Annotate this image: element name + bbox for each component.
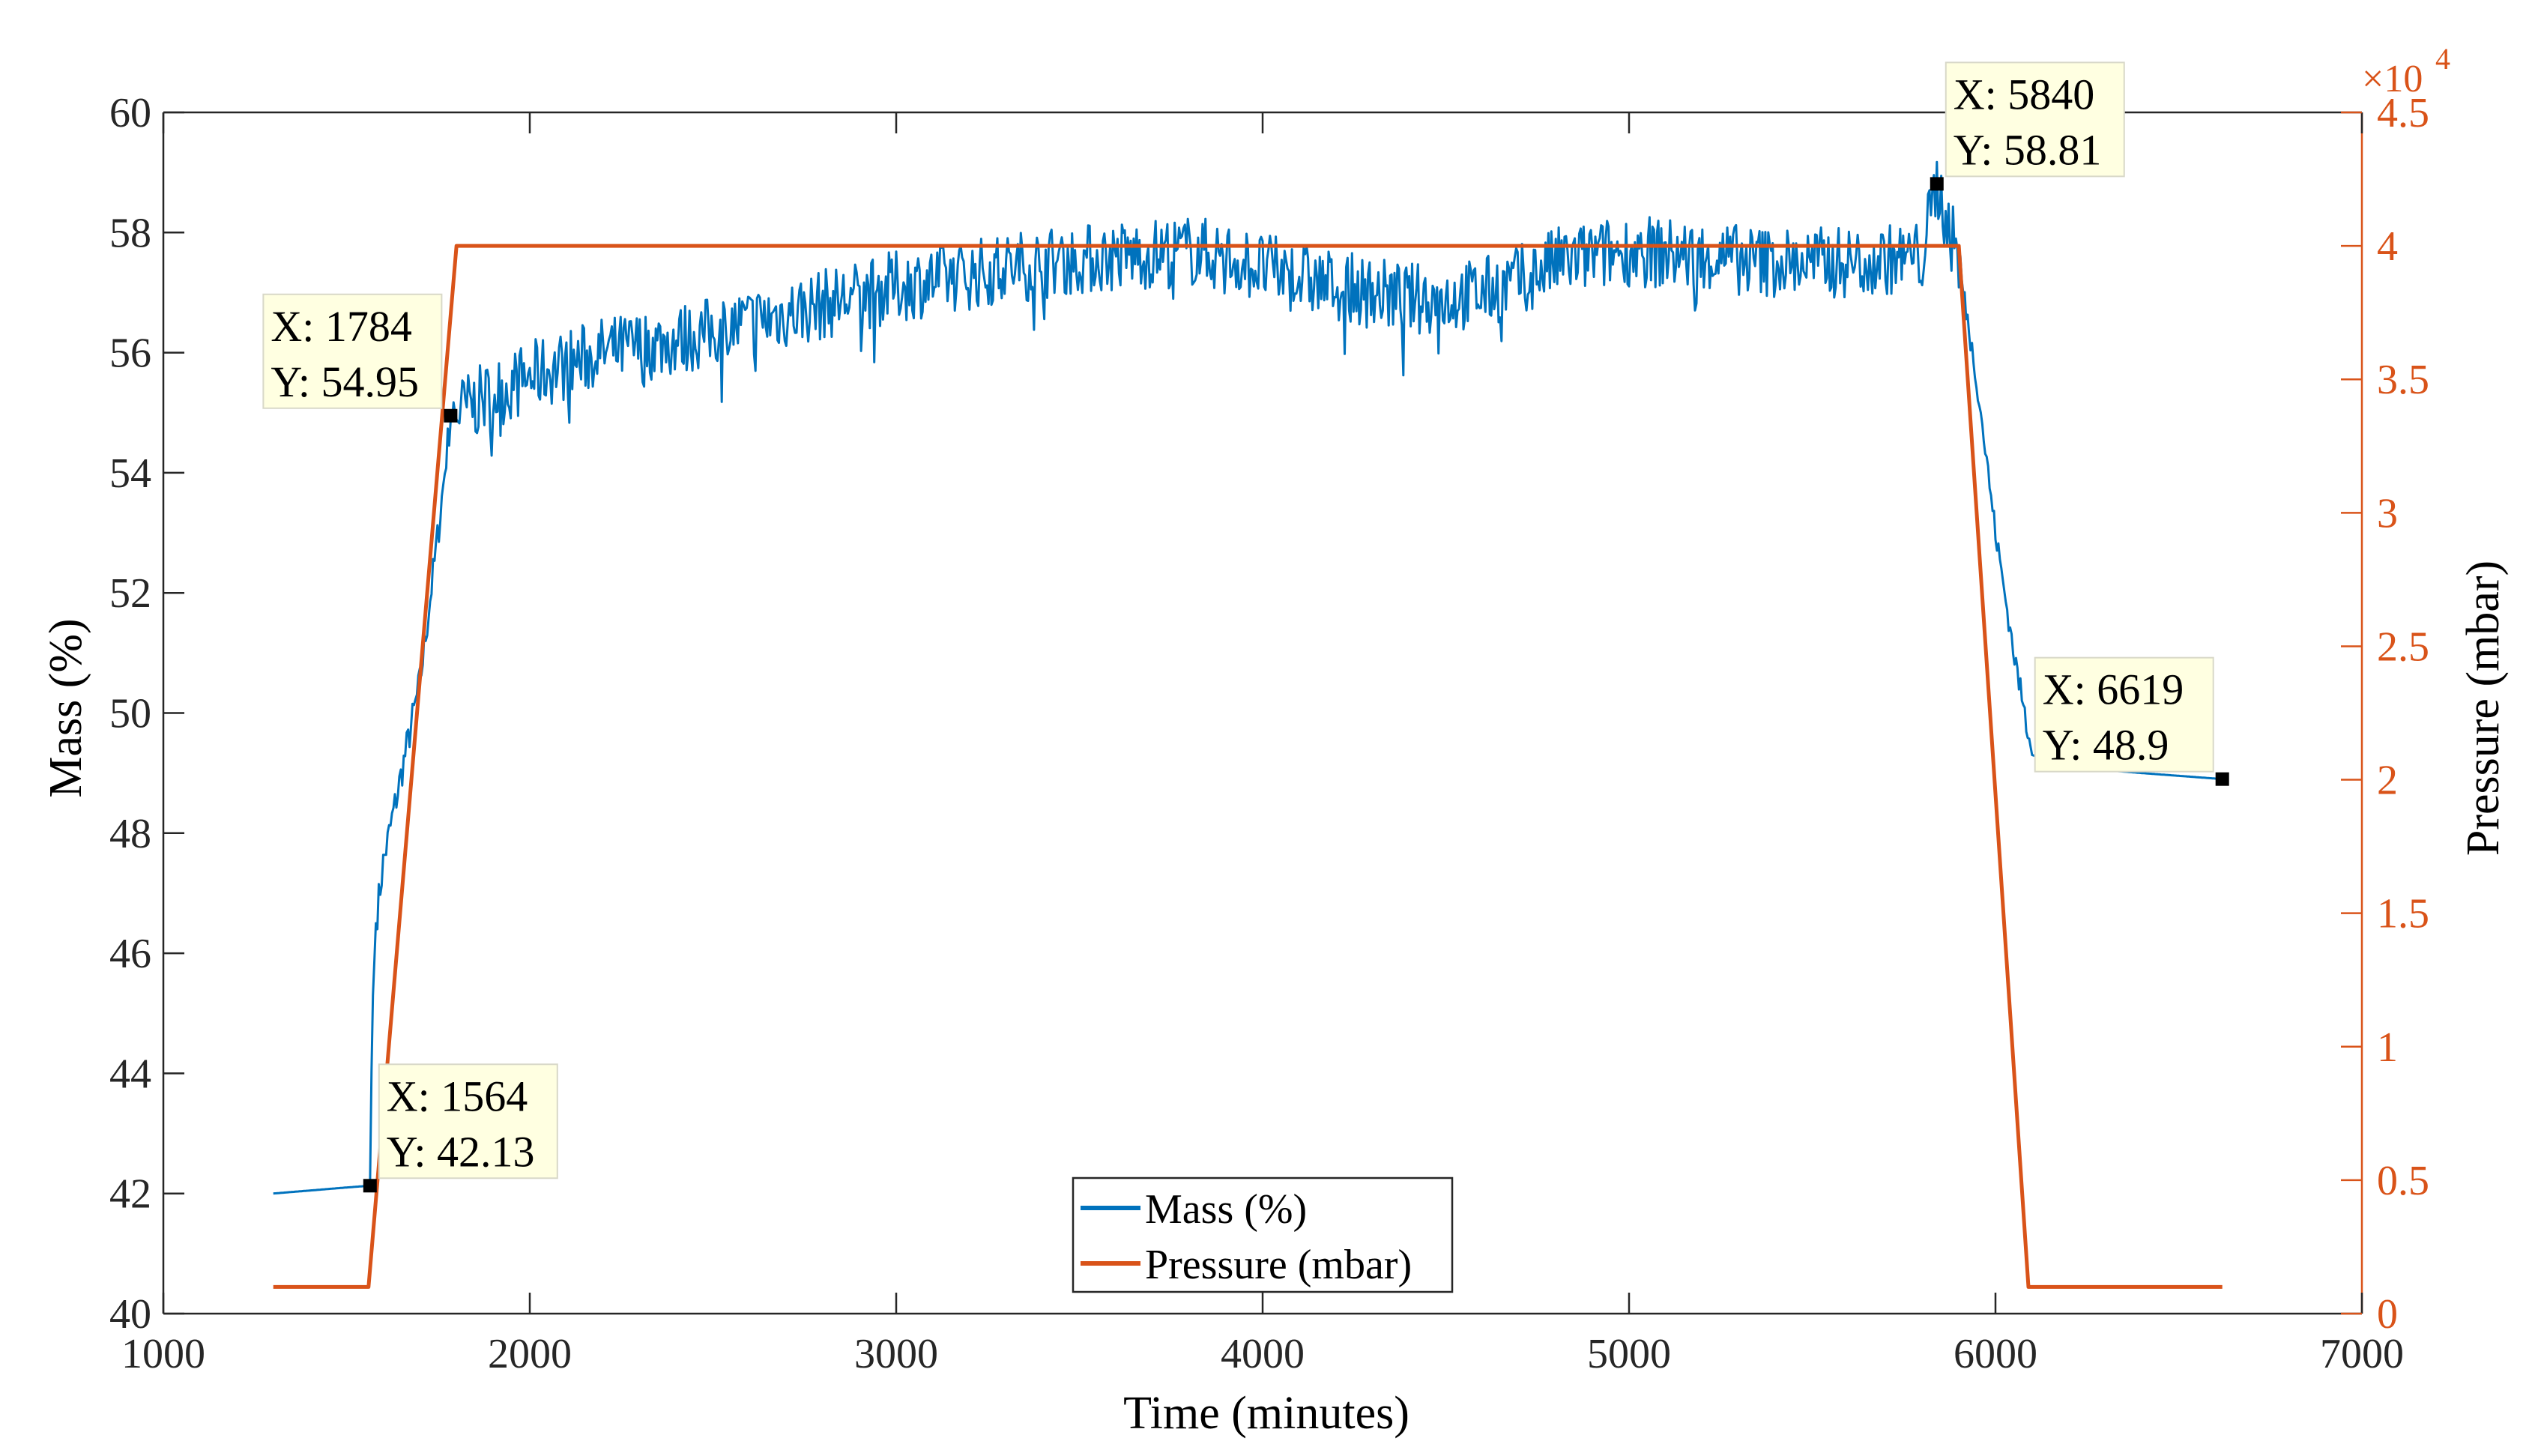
y-right-tick-label: 2 [2377, 758, 2398, 804]
data-tip-marker [363, 1179, 377, 1193]
y-right-tick-label: 0.5 [2377, 1158, 2429, 1204]
data-tip-y-text: Y: 48.9 [2043, 721, 2169, 770]
data-tip-marker [444, 408, 458, 423]
y-left-tick-label: 56 [109, 330, 151, 377]
data-tips-layer: X: 1564 Y: 42.13 X: 1784 Y: 54.95 X: 5840 Y: … [262, 61, 2229, 1193]
data-tip-box [262, 293, 443, 409]
y-left-tick-label: 60 [109, 90, 151, 136]
x-tick-label: 6000 [1954, 1331, 2037, 1377]
y-right-tick-label: 3.5 [2377, 357, 2429, 403]
data-tip-marker [1930, 177, 1944, 191]
y-axis-left-label: Mass (%) [40, 618, 91, 797]
y-left-tick-label: 48 [109, 811, 151, 857]
data-tip-x-text: X: 1784 [271, 302, 411, 351]
y-left-tick-label: 44 [109, 1051, 151, 1097]
right-axis-exponent-base: ×10 [2362, 58, 2423, 100]
data-tip-y-text: Y: 58.81 [1954, 125, 2102, 174]
x-tick-label: 1000 [121, 1331, 205, 1377]
right-axis-exponent-power: 4 [2435, 42, 2450, 76]
y-right-tick-label: 1.5 [2377, 891, 2429, 937]
y-right-tick-label: 3 [2377, 490, 2398, 537]
y-left-tick-label: 58 [109, 210, 151, 256]
data-tip-y-text: Y: 54.95 [271, 357, 419, 406]
y-left-tick-label: 40 [109, 1291, 151, 1338]
y-right-tick-label: 2.5 [2377, 623, 2429, 670]
x-axis-label: Time (minutes) [1123, 1388, 1409, 1439]
axes-layer: 1000 2000 3000 4000 5000 6000 7000404244464850… [109, 90, 2429, 1377]
y-left-tick-label: 52 [109, 570, 151, 617]
x-tick-label: 7000 [2320, 1331, 2404, 1377]
y-right-tick-label: 1 [2377, 1024, 2398, 1071]
y-right-tick-label: 4 [2377, 223, 2398, 270]
y-right-tick-label: 4.5 [2377, 90, 2429, 136]
data-tip-box [2034, 656, 2214, 773]
data-tip-x-text: X: 5840 [1954, 70, 2095, 118]
legend-box [1072, 1176, 1454, 1293]
legend[interactable]: Mass (%) Pressure (mbar) [1072, 1176, 1454, 1293]
y-left-tick-label: 42 [109, 1171, 151, 1218]
x-tick-label: 4000 [1221, 1331, 1305, 1377]
data-tip-marker [2215, 772, 2229, 786]
data-tip-box [1945, 61, 2125, 178]
data-tip-y-text: Y: 42.13 [387, 1127, 535, 1176]
x-tick-label: 5000 [1587, 1331, 1671, 1377]
series-line-mass [273, 160, 2222, 1195]
y-left-tick-label: 54 [109, 450, 151, 497]
y-right-tick-label: 0 [2377, 1291, 2398, 1338]
series-line-pressure [273, 244, 2223, 1289]
y-left-tick-label: 50 [109, 691, 151, 737]
data-tip-x-text: X: 6619 [2043, 665, 2184, 714]
legend-label-pressure: Pressure (mbar) [1145, 1242, 1412, 1288]
x-tick-label: 2000 [488, 1331, 572, 1377]
y-axis-right-label: Pressure (mbar) [2458, 561, 2509, 856]
y-left-tick-label: 46 [109, 931, 151, 977]
data-tip-x-text: X: 1564 [387, 1072, 528, 1120]
data-tip-box [378, 1063, 558, 1179]
legend-label-mass: Mass (%) [1145, 1186, 1307, 1233]
series-layer [273, 160, 2223, 1289]
x-tick-label: 3000 [854, 1331, 938, 1377]
